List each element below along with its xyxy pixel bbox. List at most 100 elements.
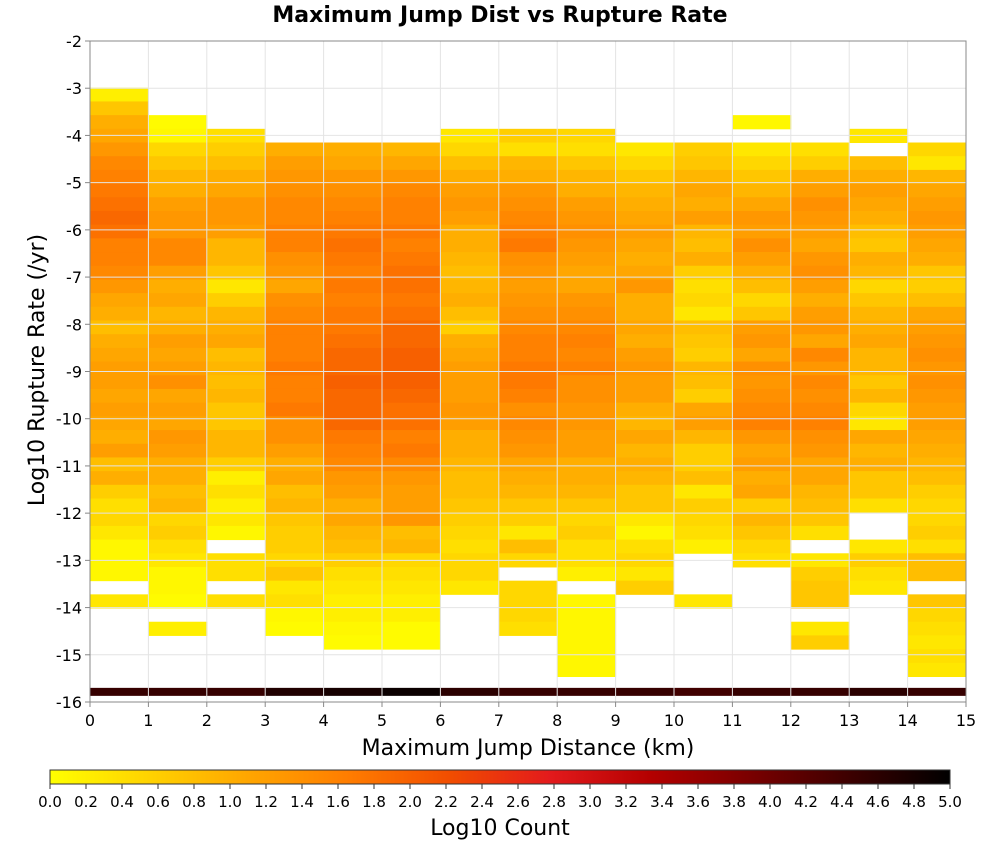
heatmap-cell	[557, 197, 617, 212]
heatmap-floor-cell	[907, 687, 967, 696]
heatmap-cell	[674, 471, 733, 486]
heatmap-cell	[615, 498, 675, 513]
heatmap-cell	[382, 361, 441, 376]
heatmap-cell	[498, 197, 558, 212]
heatmap-cell	[498, 443, 558, 458]
heatmap-cell	[907, 197, 967, 212]
heatmap-cell	[206, 361, 266, 376]
heatmap-cell	[90, 197, 149, 212]
heatmap-cell	[323, 238, 383, 253]
heatmap-cell	[265, 402, 325, 417]
heatmap-floor-cell	[206, 687, 266, 696]
heatmap-cell	[90, 101, 149, 116]
heatmap-cell	[849, 471, 909, 486]
heatmap-cell	[90, 566, 149, 582]
heatmap-cell	[382, 608, 441, 623]
heatmap-cell	[615, 525, 675, 541]
heatmap-cell	[557, 279, 617, 294]
heatmap-cell	[90, 525, 149, 541]
heatmap-cell	[732, 361, 792, 376]
heatmap-cell	[907, 265, 967, 280]
heatmap-cell	[265, 457, 325, 472]
heatmap-cell	[790, 252, 850, 267]
heatmap-cell	[206, 334, 266, 349]
heatmap-cell	[382, 293, 441, 308]
heatmap-cell	[557, 238, 617, 253]
heatmap-cell	[557, 361, 617, 376]
heatmap-cell	[90, 539, 149, 554]
heatmap-cell	[498, 156, 558, 171]
heatmap-cell	[206, 525, 266, 541]
heatmap-cell	[323, 402, 383, 417]
heatmap-cell	[615, 320, 675, 335]
heatmap-cell	[498, 484, 558, 500]
heatmap-cell	[674, 402, 733, 417]
colorbar-tick-label: 1.6	[326, 793, 350, 811]
heatmap-cell	[206, 457, 266, 472]
heatmap-cell	[498, 224, 558, 239]
heatmap-cell	[732, 525, 792, 541]
heatmap-cell	[90, 334, 149, 349]
heatmap-cell	[382, 156, 441, 171]
heatmap-cell	[674, 498, 733, 513]
heatmap-cell	[674, 169, 733, 185]
heatmap-cell	[907, 279, 967, 294]
heatmap-cell	[206, 430, 266, 445]
heatmap-cell	[148, 265, 208, 280]
heatmap-cell	[498, 594, 558, 609]
heatmap-cell	[206, 498, 266, 513]
x-axis-label: Maximum Jump Distance (km)	[362, 736, 695, 761]
heatmap-cell	[849, 539, 909, 554]
heatmap-cell	[907, 334, 967, 349]
heatmap-cell	[557, 430, 617, 445]
heatmap-cell	[790, 224, 850, 239]
heatmap-cell	[907, 649, 967, 664]
heatmap-cell	[323, 224, 383, 239]
heatmap-cell	[148, 430, 208, 445]
heatmap-cell	[849, 320, 909, 335]
colorbar-tick-label: 2.0	[398, 793, 422, 811]
heatmap-cell	[382, 566, 441, 582]
heatmap-cell	[323, 457, 383, 472]
heatmap-cell	[790, 443, 850, 458]
colorbar-tick-label: 3.4	[650, 793, 674, 811]
heatmap-cell	[90, 388, 149, 404]
heatmap-cell	[615, 252, 675, 267]
heatmap-cell	[382, 471, 441, 486]
heatmap-cell	[674, 457, 733, 472]
heatmap-cell	[674, 361, 733, 376]
heatmap-cell	[907, 566, 967, 582]
x-tick-label: 15	[956, 711, 976, 730]
heatmap-floor-cell	[615, 687, 675, 696]
heatmap-cell	[323, 443, 383, 458]
x-tick-label: 10	[664, 711, 684, 730]
colorbar-tick-label: 4.8	[902, 793, 926, 811]
heatmap-cell	[90, 375, 149, 390]
heatmap-cell	[382, 594, 441, 609]
heatmap-cell	[90, 156, 149, 171]
heatmap-cell	[907, 662, 967, 678]
heatmap-cell	[674, 197, 733, 212]
heatmap-cell	[732, 210, 792, 226]
colorbar-tick-label: 5.0	[938, 793, 962, 811]
heatmap-cell	[615, 183, 675, 198]
heatmap-cell	[615, 293, 675, 308]
heatmap-cell	[557, 662, 617, 678]
heatmap-cell	[907, 320, 967, 335]
colorbar-tick-label: 4.4	[830, 793, 854, 811]
heatmap-cell	[382, 347, 441, 363]
heatmap-cell	[557, 293, 617, 308]
x-tick-label: 4	[319, 711, 329, 730]
heatmap-cell	[323, 169, 383, 185]
heatmap-cell	[732, 279, 792, 294]
heatmap-cell	[790, 197, 850, 212]
heatmap-cell	[323, 484, 383, 500]
heatmap-cell	[907, 306, 967, 322]
heatmap-cell	[674, 306, 733, 322]
heatmap-cell	[790, 169, 850, 185]
heatmap-cell	[206, 197, 266, 212]
heatmap-floor-cell	[790, 687, 850, 696]
heatmap-cell	[440, 471, 500, 486]
heatmap-cell	[323, 347, 383, 363]
heatmap-cell	[732, 306, 792, 322]
